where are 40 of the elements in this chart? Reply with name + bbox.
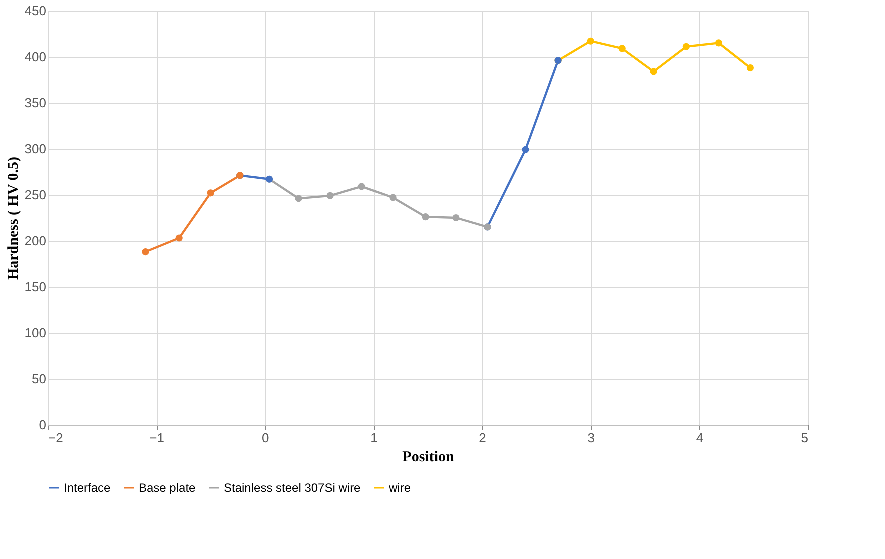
legend-label: Interface <box>64 481 112 495</box>
y-tick-label: 350 <box>24 96 46 110</box>
x-tick-label: 3 <box>588 430 595 446</box>
y-tick-label: 400 <box>24 50 46 64</box>
point <box>142 248 150 256</box>
x-tick-label: 1 <box>370 430 378 446</box>
x-tick-label: −2 <box>48 430 64 446</box>
y-tick-label: 300 <box>24 142 46 156</box>
point <box>358 183 366 190</box>
point <box>587 38 594 45</box>
x-tick-label: 4 <box>696 430 704 446</box>
y-tick-label: 200 <box>24 234 46 248</box>
point <box>650 68 658 76</box>
x-tick-label: 5 <box>801 430 808 446</box>
point <box>452 214 460 222</box>
point <box>746 64 754 72</box>
point <box>422 214 430 221</box>
point <box>522 146 530 154</box>
point <box>295 195 302 202</box>
y-axis-title: Hardness ( HV 0.5) <box>6 156 22 280</box>
x-axis-title: Position <box>402 450 455 466</box>
y-tick-label: 150 <box>24 280 46 294</box>
legend-label: Base plate <box>139 481 196 495</box>
x-tick-label: 2 <box>479 430 486 446</box>
point <box>390 194 397 202</box>
x-tick-label: −1 <box>150 430 164 446</box>
x-tick-label: 0 <box>262 430 270 446</box>
legend-label: wire <box>388 481 412 495</box>
y-tick-label: 250 <box>24 188 46 202</box>
point <box>715 40 723 47</box>
y-tick-label: 0 <box>39 418 46 432</box>
point <box>618 45 626 52</box>
y-tick-label: 450 <box>24 4 46 18</box>
point <box>682 43 690 50</box>
point <box>176 234 183 242</box>
y-tick-label: 100 <box>24 326 46 340</box>
point <box>326 192 334 200</box>
point <box>207 190 214 197</box>
y-tick-label: 50 <box>32 372 46 386</box>
legend-label: Stainless steel 307Si wire <box>224 481 362 495</box>
